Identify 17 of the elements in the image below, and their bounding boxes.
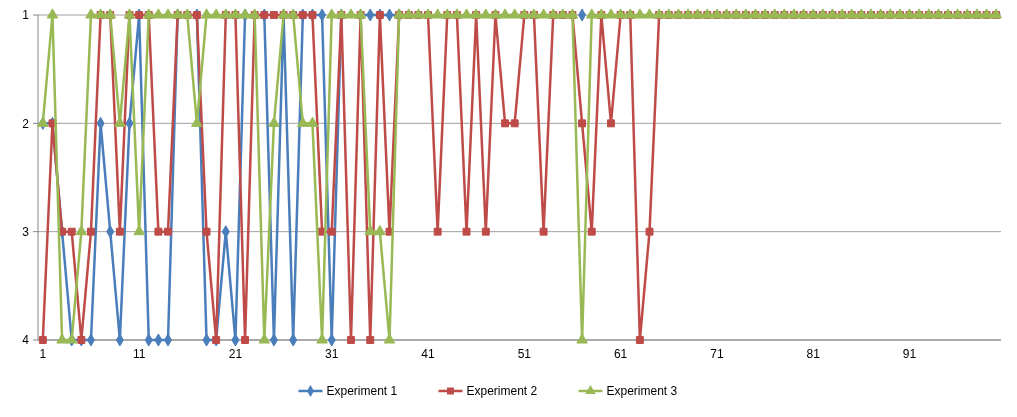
x-tick-label: 31 — [325, 347, 339, 361]
legend-label: Experiment 3 — [606, 384, 678, 399]
x-tick-label: 71 — [710, 347, 724, 361]
x-tick-label: 91 — [902, 347, 917, 361]
x-tick-label: 41 — [421, 347, 436, 361]
x-tick-label: 61 — [613, 347, 628, 361]
y-tick-label: 2 — [22, 116, 30, 131]
y-tick-label: 4 — [22, 333, 30, 348]
y-tick-label: 1 — [22, 8, 30, 23]
x-tick-label: 11 — [132, 347, 146, 361]
y-tick-label: 3 — [22, 224, 30, 239]
x-tick-label: 81 — [806, 347, 821, 361]
x-tick-label: 1 — [39, 347, 47, 361]
x-tick-label: 21 — [228, 347, 243, 361]
legend-label: Experiment 1 — [326, 384, 398, 399]
x-tick-label: 51 — [517, 347, 532, 361]
legend-label: Experiment 2 — [466, 384, 538, 399]
